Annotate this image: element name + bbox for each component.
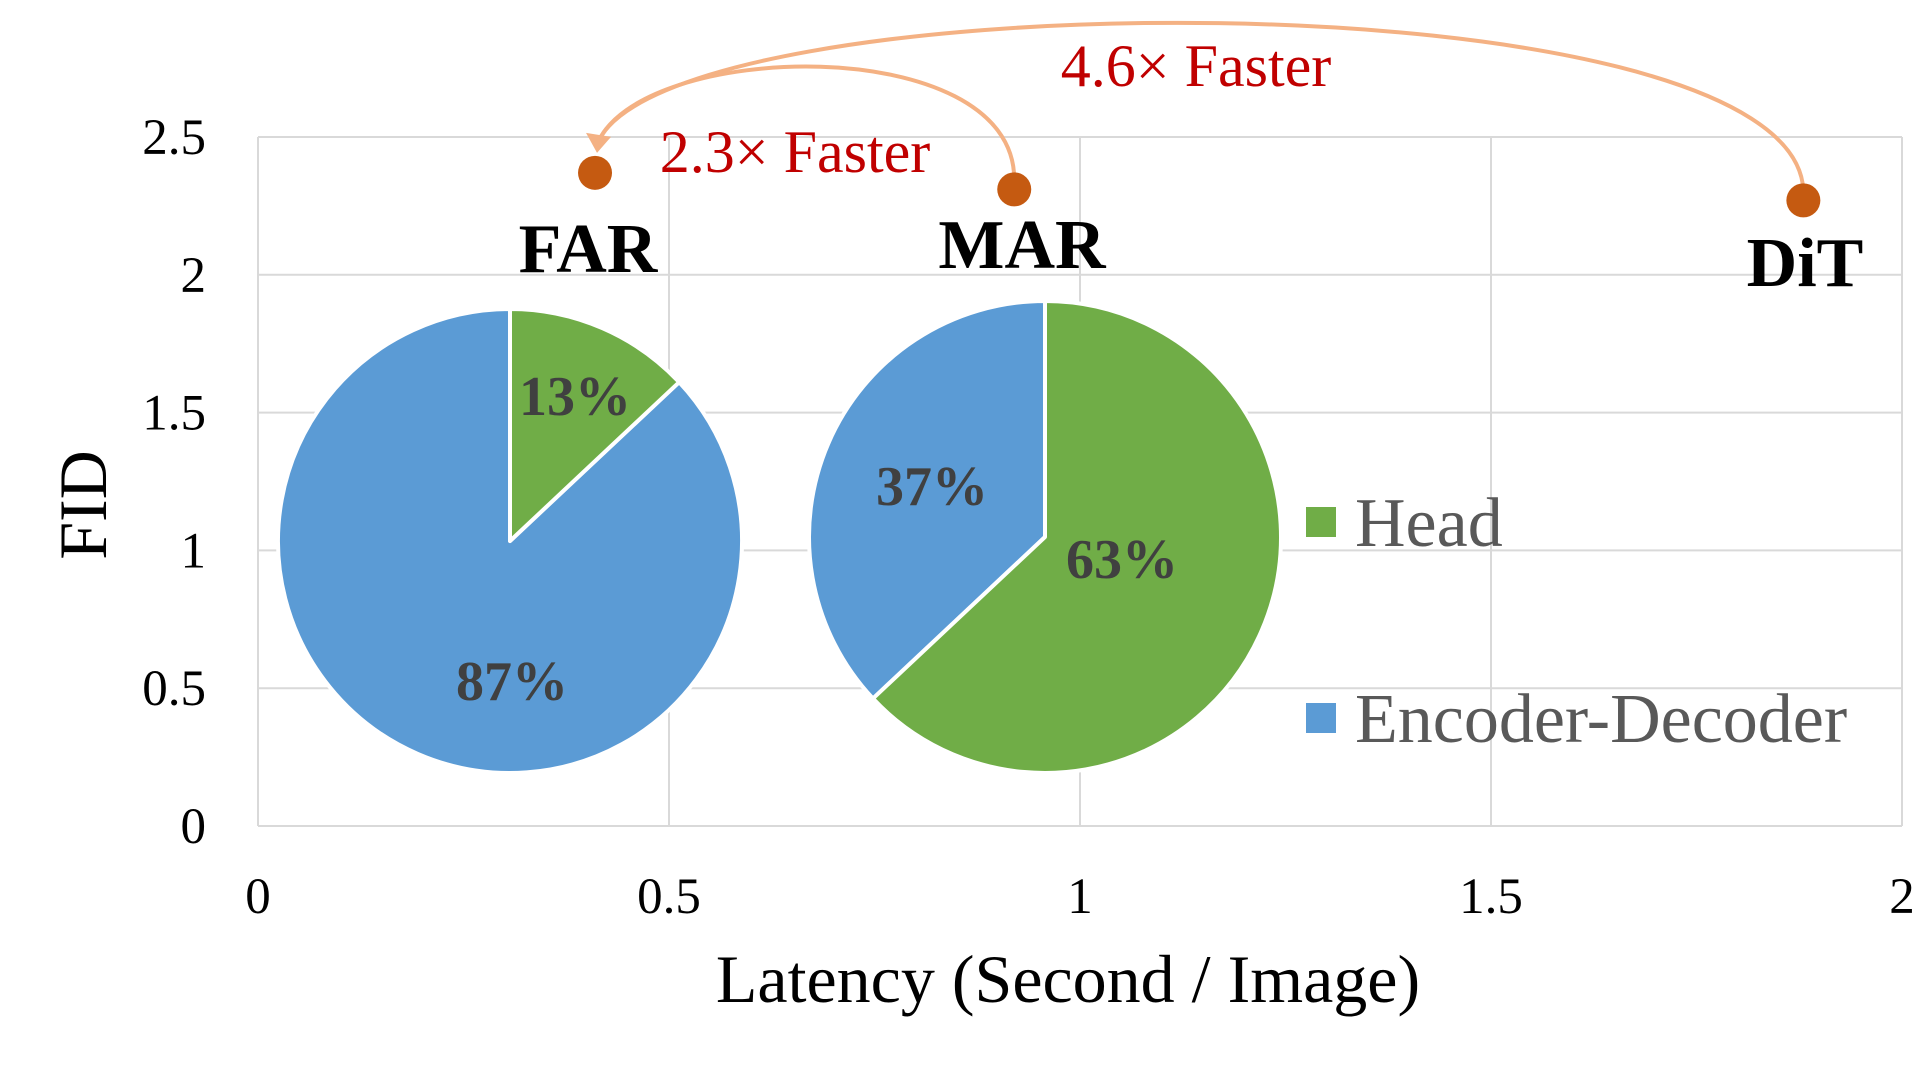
speedup-label-mar: 2.3× Faster (660, 119, 930, 185)
y-tick-label: 2 (181, 248, 207, 304)
legend-label-encoder-decoder: Encoder-Decoder (1355, 681, 1847, 758)
data-point-mar (997, 172, 1032, 207)
speedup-arrow-dit (595, 20, 1806, 191)
x-axis-title: Latency (Second / Image) (716, 941, 1420, 1017)
text-layer: Latency (Second / Image) FID FAR MAR DiT… (45, 33, 1863, 1017)
arrowhead (586, 132, 612, 153)
x-tick-label: 1.5 (1459, 869, 1523, 925)
x-tick-label: 2 (1889, 869, 1915, 925)
x-tick-label: 0 (245, 869, 271, 925)
speedup-label-dit: 4.6× Faster (1061, 33, 1331, 99)
pie-label-far-head: 13% (519, 366, 631, 428)
y-axis-title: FID (45, 450, 121, 560)
y-tick-label: 1 (181, 523, 207, 579)
model-label-far: FAR (519, 211, 659, 288)
y-tick-label: 0 (181, 799, 207, 855)
model-label-mar: MAR (938, 207, 1107, 284)
arrow-layer (586, 20, 1806, 191)
point-layer (578, 155, 1821, 218)
pie-layer (276, 299, 1283, 775)
legend-label-head: Head (1355, 485, 1503, 562)
pie-label-mar-encoder: 37% (876, 456, 988, 518)
legend-swatch-head (1306, 507, 1336, 537)
pie-slice-mar-head (870, 299, 1283, 775)
pie-label-far-encoder: 87% (456, 651, 568, 713)
pie-slice-mar-encoder-decoder (807, 299, 1047, 701)
x-tick-label: 0.5 (637, 869, 701, 925)
x-tick-label: 1 (1067, 869, 1093, 925)
model-label-dit: DiT (1747, 225, 1864, 302)
pie-label-mar-head: 63% (1066, 529, 1178, 591)
data-point-far (578, 155, 613, 190)
data-point-dit (1786, 183, 1821, 218)
pie-slice-far-encoder-decoder (276, 307, 744, 775)
pie-slice-far-head (508, 307, 682, 543)
y-tick-label: 2.5 (142, 110, 206, 166)
y-tick-label: 0.5 (142, 661, 206, 717)
y-tick-label: 1.5 (142, 386, 206, 442)
legend-swatch-encoder-decoder (1306, 703, 1336, 733)
